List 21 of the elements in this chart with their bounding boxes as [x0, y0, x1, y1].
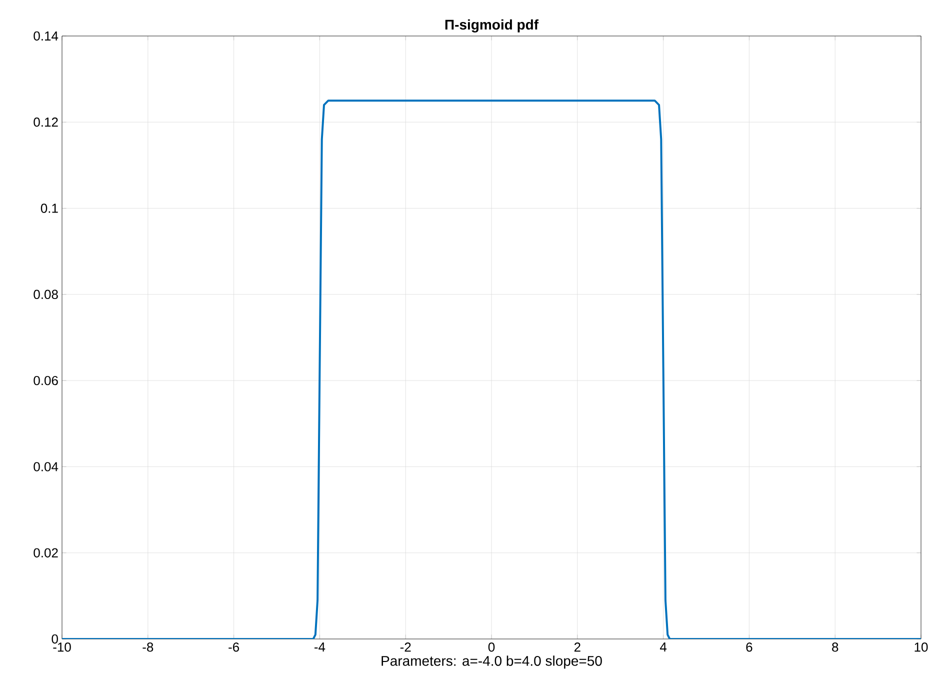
x-tick-label: -2 [400, 642, 411, 652]
y-tick-label: 0.02 [34, 548, 58, 558]
y-tick-label: 0.1 [40, 204, 58, 213]
y-tick-label: 0.08 [34, 290, 58, 300]
x-tick-label: 8 [832, 642, 838, 652]
x-tick-label: 10 [914, 642, 928, 652]
x-axis-title: Parameters: a=-4.0 b=4.0 slope=50 [382, 656, 602, 669]
y-tick-label: 0.06 [34, 376, 58, 386]
x-tick-label: 2 [574, 642, 580, 652]
x-tick-label: -8 [142, 642, 154, 652]
x-tick-label: -10 [53, 642, 71, 652]
x-tick-label: -6 [228, 642, 240, 652]
chart-title: Π-sigmoid pdf [445, 19, 539, 32]
x-tick-label: -4 [314, 642, 326, 652]
y-tick-label: 0 [52, 634, 58, 644]
y-tick-label: 0.14 [34, 31, 58, 41]
y-tick-label: 0.12 [34, 118, 58, 127]
x-tick-label: 6 [746, 642, 752, 652]
y-tick-label: 0.04 [34, 462, 58, 472]
x-tick-label: 4 [660, 642, 667, 652]
x-tick-label: 0 [488, 642, 495, 652]
